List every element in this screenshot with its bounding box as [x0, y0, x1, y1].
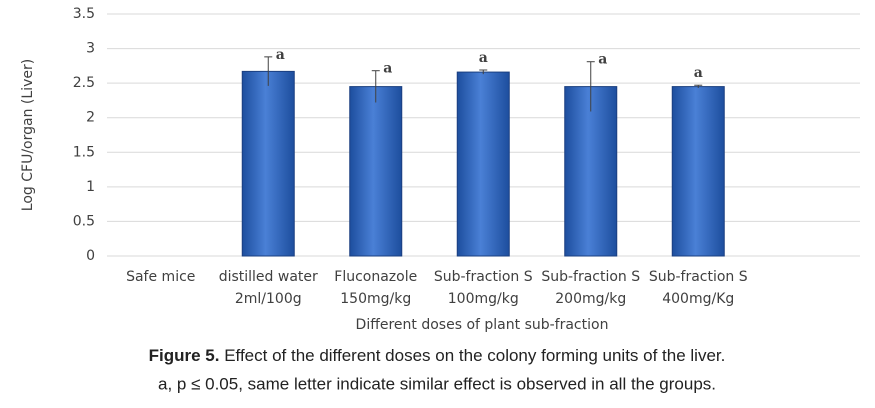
x-tick-label: Sub-fraction S: [541, 269, 640, 285]
x-tick-label: Safe mice: [126, 269, 195, 285]
caption-label: Figure 5.: [149, 346, 220, 365]
caption: Figure 5. Effect of the different doses …: [149, 346, 726, 365]
y-tick-label: 0.5: [73, 213, 95, 229]
x-axis-title: Different doses of plant sub-fraction: [356, 317, 609, 333]
bar: [456, 71, 510, 257]
x-tick-label: Sub-fraction S: [434, 269, 533, 285]
y-tick-label: 3.5: [73, 6, 95, 22]
x-tick-label: 150mg/kg: [340, 291, 411, 307]
error-bar: [694, 84, 703, 88]
y-axis-title: Log CFU/organ (Liver): [20, 59, 36, 211]
annotation: a: [276, 47, 285, 63]
x-tick-label: Sub-fraction S: [649, 269, 748, 285]
error-bar: [479, 69, 488, 75]
annotation: a: [694, 65, 703, 81]
y-tick-label: 2.5: [73, 75, 95, 91]
error-bar: [371, 70, 380, 103]
y-tick-label: 1.5: [73, 144, 95, 160]
bar: [564, 86, 618, 257]
annotation: a: [383, 61, 392, 77]
annotation: a: [598, 52, 607, 68]
y-tick-label: 3: [86, 41, 95, 57]
error-bar: [586, 61, 595, 112]
x-tick-label: Fluconazole: [334, 269, 417, 285]
caption-line: a, p ≤ 0.05, same letter indicate simila…: [158, 374, 716, 393]
bar: [241, 70, 295, 257]
annotation: a: [479, 50, 488, 66]
y-tick-label: 1: [86, 179, 95, 195]
bar: [349, 86, 403, 257]
y-tick-label: 0: [86, 248, 95, 264]
x-tick-label: 2ml/100g: [235, 291, 302, 307]
error-bar: [264, 56, 273, 86]
x-tick-label: distilled water: [219, 269, 318, 285]
bar: [671, 86, 725, 257]
x-tick-label: 400mg/Kg: [662, 291, 734, 307]
caption-text: Effect of the different doses on the col…: [219, 346, 725, 365]
y-tick-label: 2: [86, 110, 95, 126]
x-tick-label: 200mg/kg: [555, 291, 626, 307]
x-tick-label: 100mg/kg: [448, 291, 519, 307]
